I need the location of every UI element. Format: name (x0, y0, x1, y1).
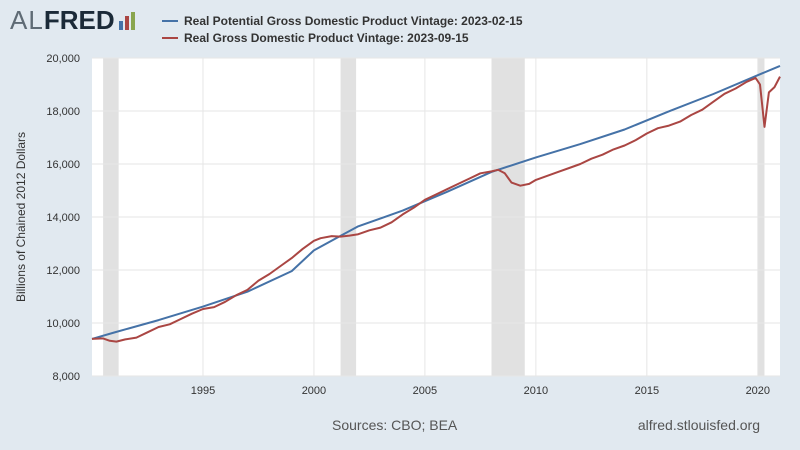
y-tick-label-3: 12,000 (46, 265, 80, 277)
y-tick-label-2: 10,000 (46, 318, 80, 330)
y-tick-label-4: 14,000 (46, 212, 80, 224)
legend-label-real-gdp: Real Gross Domestic Product Vintage: 202… (184, 30, 469, 45)
logo-bar-1 (118, 21, 123, 30)
legend-swatch-potential-gdp (162, 19, 178, 22)
x-tick-label-6: 2020 (746, 385, 770, 397)
x-tick-label-4: 2010 (524, 385, 548, 397)
x-tick-label-5: 2015 (635, 385, 659, 397)
logo-bar-3 (130, 12, 135, 30)
y-tick-label-6: 18,000 (46, 106, 80, 118)
logo-al-text: AL (10, 4, 44, 35)
y-tick-label-5: 16,000 (46, 159, 80, 171)
logo-bar-2 (124, 15, 129, 30)
legend-swatch-real-gdp (162, 36, 178, 39)
logo-fred-text: FRED (43, 4, 115, 35)
logo-bars-icon (118, 10, 135, 30)
x-tick-label-1: 1995 (191, 385, 215, 397)
series-line-real-gdp (91, 76, 781, 343)
x-tick-label-2: 2000 (302, 385, 326, 397)
chart-legend: Real Potential Gross Domestic Product Vi… (162, 12, 523, 46)
legend-item-real-gdp[interactable]: Real Gross Domestic Product Vintage: 202… (162, 29, 523, 46)
sources-text: Sources: CBO; BEA (332, 417, 458, 433)
legend-item-potential-gdp[interactable]: Real Potential Gross Domestic Product Vi… (162, 12, 523, 29)
x-tick-label-3: 2005 (413, 385, 437, 397)
y-tick-label-1: 8,000 (52, 371, 80, 383)
source-url-link[interactable]: alfred.stlouisfed.org (637, 417, 760, 433)
alfred-logo[interactable]: AL FRED (10, 4, 135, 35)
legend-label-potential-gdp: Real Potential Gross Domestic Product Vi… (184, 13, 523, 28)
y-tick-label-7: 20,000 (46, 53, 80, 65)
series-line-potential-gdp (91, 64, 781, 340)
